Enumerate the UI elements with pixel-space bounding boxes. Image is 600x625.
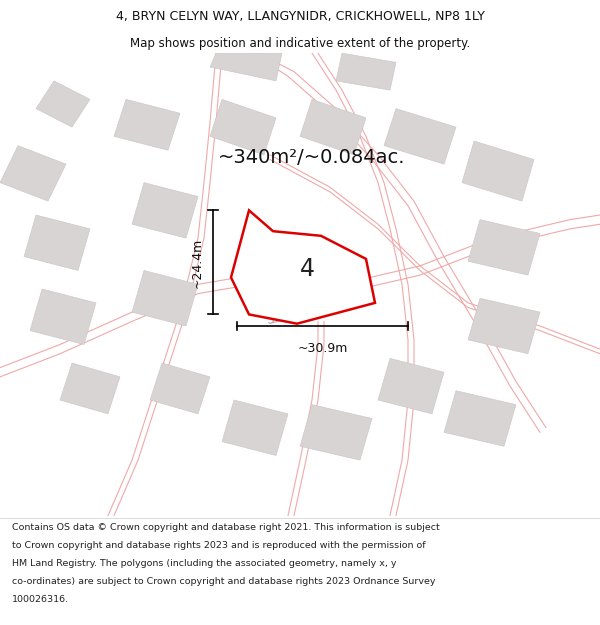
Text: to Crown copyright and database rights 2023 and is reproduced with the permissio: to Crown copyright and database rights 2… [12,541,425,551]
Text: Map shows position and indicative extent of the property.: Map shows position and indicative extent… [130,38,470,50]
Polygon shape [468,298,540,354]
Polygon shape [300,99,366,155]
Polygon shape [210,99,276,155]
Polygon shape [60,363,120,414]
Polygon shape [462,141,534,201]
Text: ~24.4m: ~24.4m [191,238,204,288]
Polygon shape [384,109,456,164]
Polygon shape [132,271,198,326]
Text: co-ordinates) are subject to Crown copyright and database rights 2023 Ordnance S: co-ordinates) are subject to Crown copyr… [12,578,436,586]
Polygon shape [210,53,282,81]
Polygon shape [36,81,90,127]
Text: Contains OS data © Crown copyright and database right 2021. This information is : Contains OS data © Crown copyright and d… [12,523,440,532]
Text: ~340m²/~0.084ac.: ~340m²/~0.084ac. [218,148,406,167]
Polygon shape [132,182,198,238]
Polygon shape [24,215,90,271]
Polygon shape [222,400,288,456]
Polygon shape [0,146,66,201]
Polygon shape [30,289,96,344]
Polygon shape [300,404,372,460]
Text: 4, BRYN CELYN WAY, LLANGYNIDR, CRICKHOWELL, NP8 1LY: 4, BRYN CELYN WAY, LLANGYNIDR, CRICKHOWE… [116,9,484,22]
Text: 4: 4 [299,258,314,281]
Polygon shape [468,219,540,275]
Text: ~30.9m: ~30.9m [298,342,347,355]
Text: Celyn Way: Celyn Way [235,269,281,328]
Text: 100026316.: 100026316. [12,596,69,604]
Polygon shape [378,358,444,414]
Polygon shape [150,363,210,414]
Polygon shape [336,53,396,90]
Polygon shape [444,391,516,446]
Text: HM Land Registry. The polygons (including the associated geometry, namely x, y: HM Land Registry. The polygons (includin… [12,559,397,568]
Polygon shape [114,99,180,150]
Polygon shape [231,211,375,324]
